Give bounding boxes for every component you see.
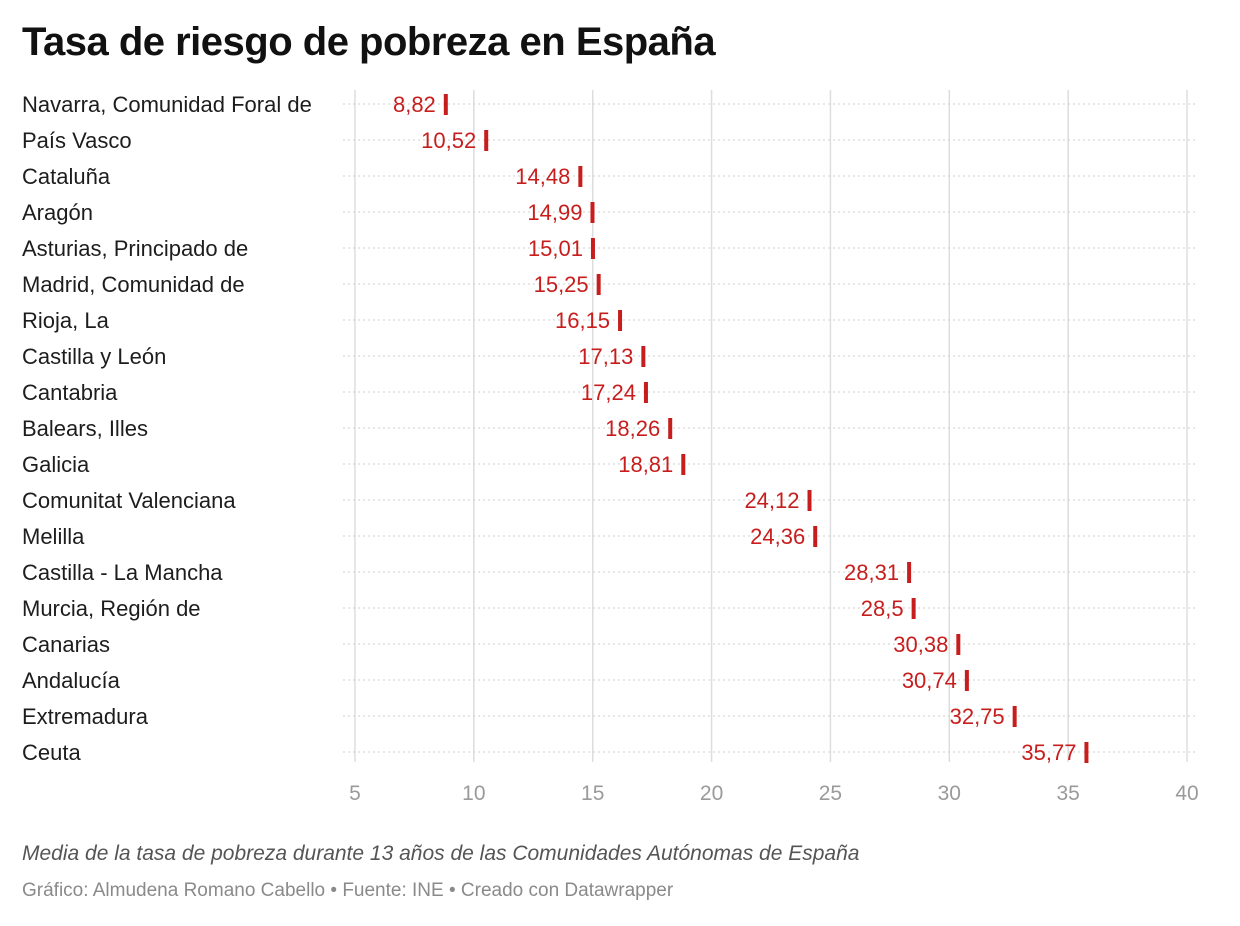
value-labels: 8,82 10,52 14,48 14,99 15,01 15,25 16,15 17,13 1…	[393, 92, 1076, 765]
value-marker	[964, 670, 969, 691]
value-marker	[1084, 742, 1089, 763]
value-label: 28,5	[861, 596, 904, 621]
value-marker	[668, 418, 673, 439]
category-label: Cantabria	[22, 380, 118, 405]
category-label: Castilla y León	[22, 344, 166, 369]
value-marker	[643, 382, 648, 403]
chart-footer: Gráfico: Almudena Romano Cabello • Fuent…	[22, 880, 674, 901]
value-label: 17,24	[581, 380, 636, 405]
category-label: Ceuta	[22, 740, 81, 765]
value-marker	[813, 526, 818, 547]
value-label: 32,75	[950, 704, 1005, 729]
category-label: Navarra, Comunidad Foral de	[22, 92, 312, 117]
value-marker	[956, 634, 961, 655]
value-label: 15,01	[528, 236, 583, 261]
value-label: 24,12	[744, 488, 799, 513]
value-marker	[911, 598, 916, 619]
category-label: Balears, Illes	[22, 416, 148, 441]
value-marker	[618, 310, 623, 331]
category-labels: Navarra, Comunidad Foral de País Vasco Cat…	[22, 92, 312, 765]
category-label: Murcia, Región de	[22, 596, 201, 621]
value-label: 14,99	[527, 200, 582, 225]
x-tick-label: 15	[581, 782, 604, 805]
value-label: 16,15	[555, 308, 610, 333]
value-label: 10,52	[421, 128, 476, 153]
category-label: Melilla	[22, 524, 85, 549]
value-marker	[807, 490, 812, 511]
value-label: 8,82	[393, 92, 436, 117]
chart-title: Tasa de riesgo de pobreza en España	[22, 20, 716, 64]
category-label: País Vasco	[22, 128, 132, 153]
category-label: Galicia	[22, 452, 90, 477]
value-marker	[907, 562, 912, 583]
x-tick-label: 10	[462, 782, 485, 805]
category-label: Aragón	[22, 200, 93, 225]
category-label: Asturias, Principado de	[22, 236, 248, 261]
value-markers	[443, 94, 1089, 763]
row-gridlines	[343, 103, 1198, 753]
x-axis-ticks: 5 10 15 20 25 30 35 40	[349, 782, 1199, 805]
category-label: Andalucía	[22, 668, 121, 693]
category-label: Extremadura	[22, 704, 149, 729]
category-label: Comunitat Valenciana	[22, 488, 236, 513]
value-marker	[641, 346, 646, 367]
value-marker	[590, 202, 595, 223]
value-label: 30,74	[902, 668, 957, 693]
category-label: Canarias	[22, 632, 110, 657]
value-marker	[443, 94, 448, 115]
x-tick-label: 20	[700, 782, 723, 805]
x-tick-label: 40	[1175, 782, 1198, 805]
x-tick-label: 30	[938, 782, 961, 805]
value-marker	[1012, 706, 1017, 727]
value-label: 14,48	[515, 164, 570, 189]
value-label: 15,25	[534, 272, 589, 297]
category-label: Castilla - La Mancha	[22, 560, 223, 585]
vertical-gridlines	[354, 90, 1188, 762]
value-label: 17,13	[578, 344, 633, 369]
value-marker	[484, 130, 489, 151]
value-label: 18,81	[618, 452, 673, 477]
value-marker	[590, 238, 595, 259]
category-label: Madrid, Comunidad de	[22, 272, 245, 297]
value-marker	[681, 454, 686, 475]
chart-area: Navarra, Comunidad Foral de País Vasco Cat…	[22, 90, 1199, 805]
category-label: Rioja, La	[22, 308, 110, 333]
value-marker	[596, 274, 601, 295]
x-tick-label: 35	[1056, 782, 1079, 805]
value-label: 30,38	[893, 632, 948, 657]
chart-notes: Media de la tasa de pobreza durante 13 a…	[22, 842, 860, 865]
category-label: Cataluña	[22, 164, 111, 189]
value-label: 28,31	[844, 560, 899, 585]
value-label: 24,36	[750, 524, 805, 549]
x-tick-label: 5	[349, 782, 361, 805]
value-label: 35,77	[1021, 740, 1076, 765]
x-tick-label: 25	[819, 782, 842, 805]
value-marker	[578, 166, 583, 187]
value-label: 18,26	[605, 416, 660, 441]
